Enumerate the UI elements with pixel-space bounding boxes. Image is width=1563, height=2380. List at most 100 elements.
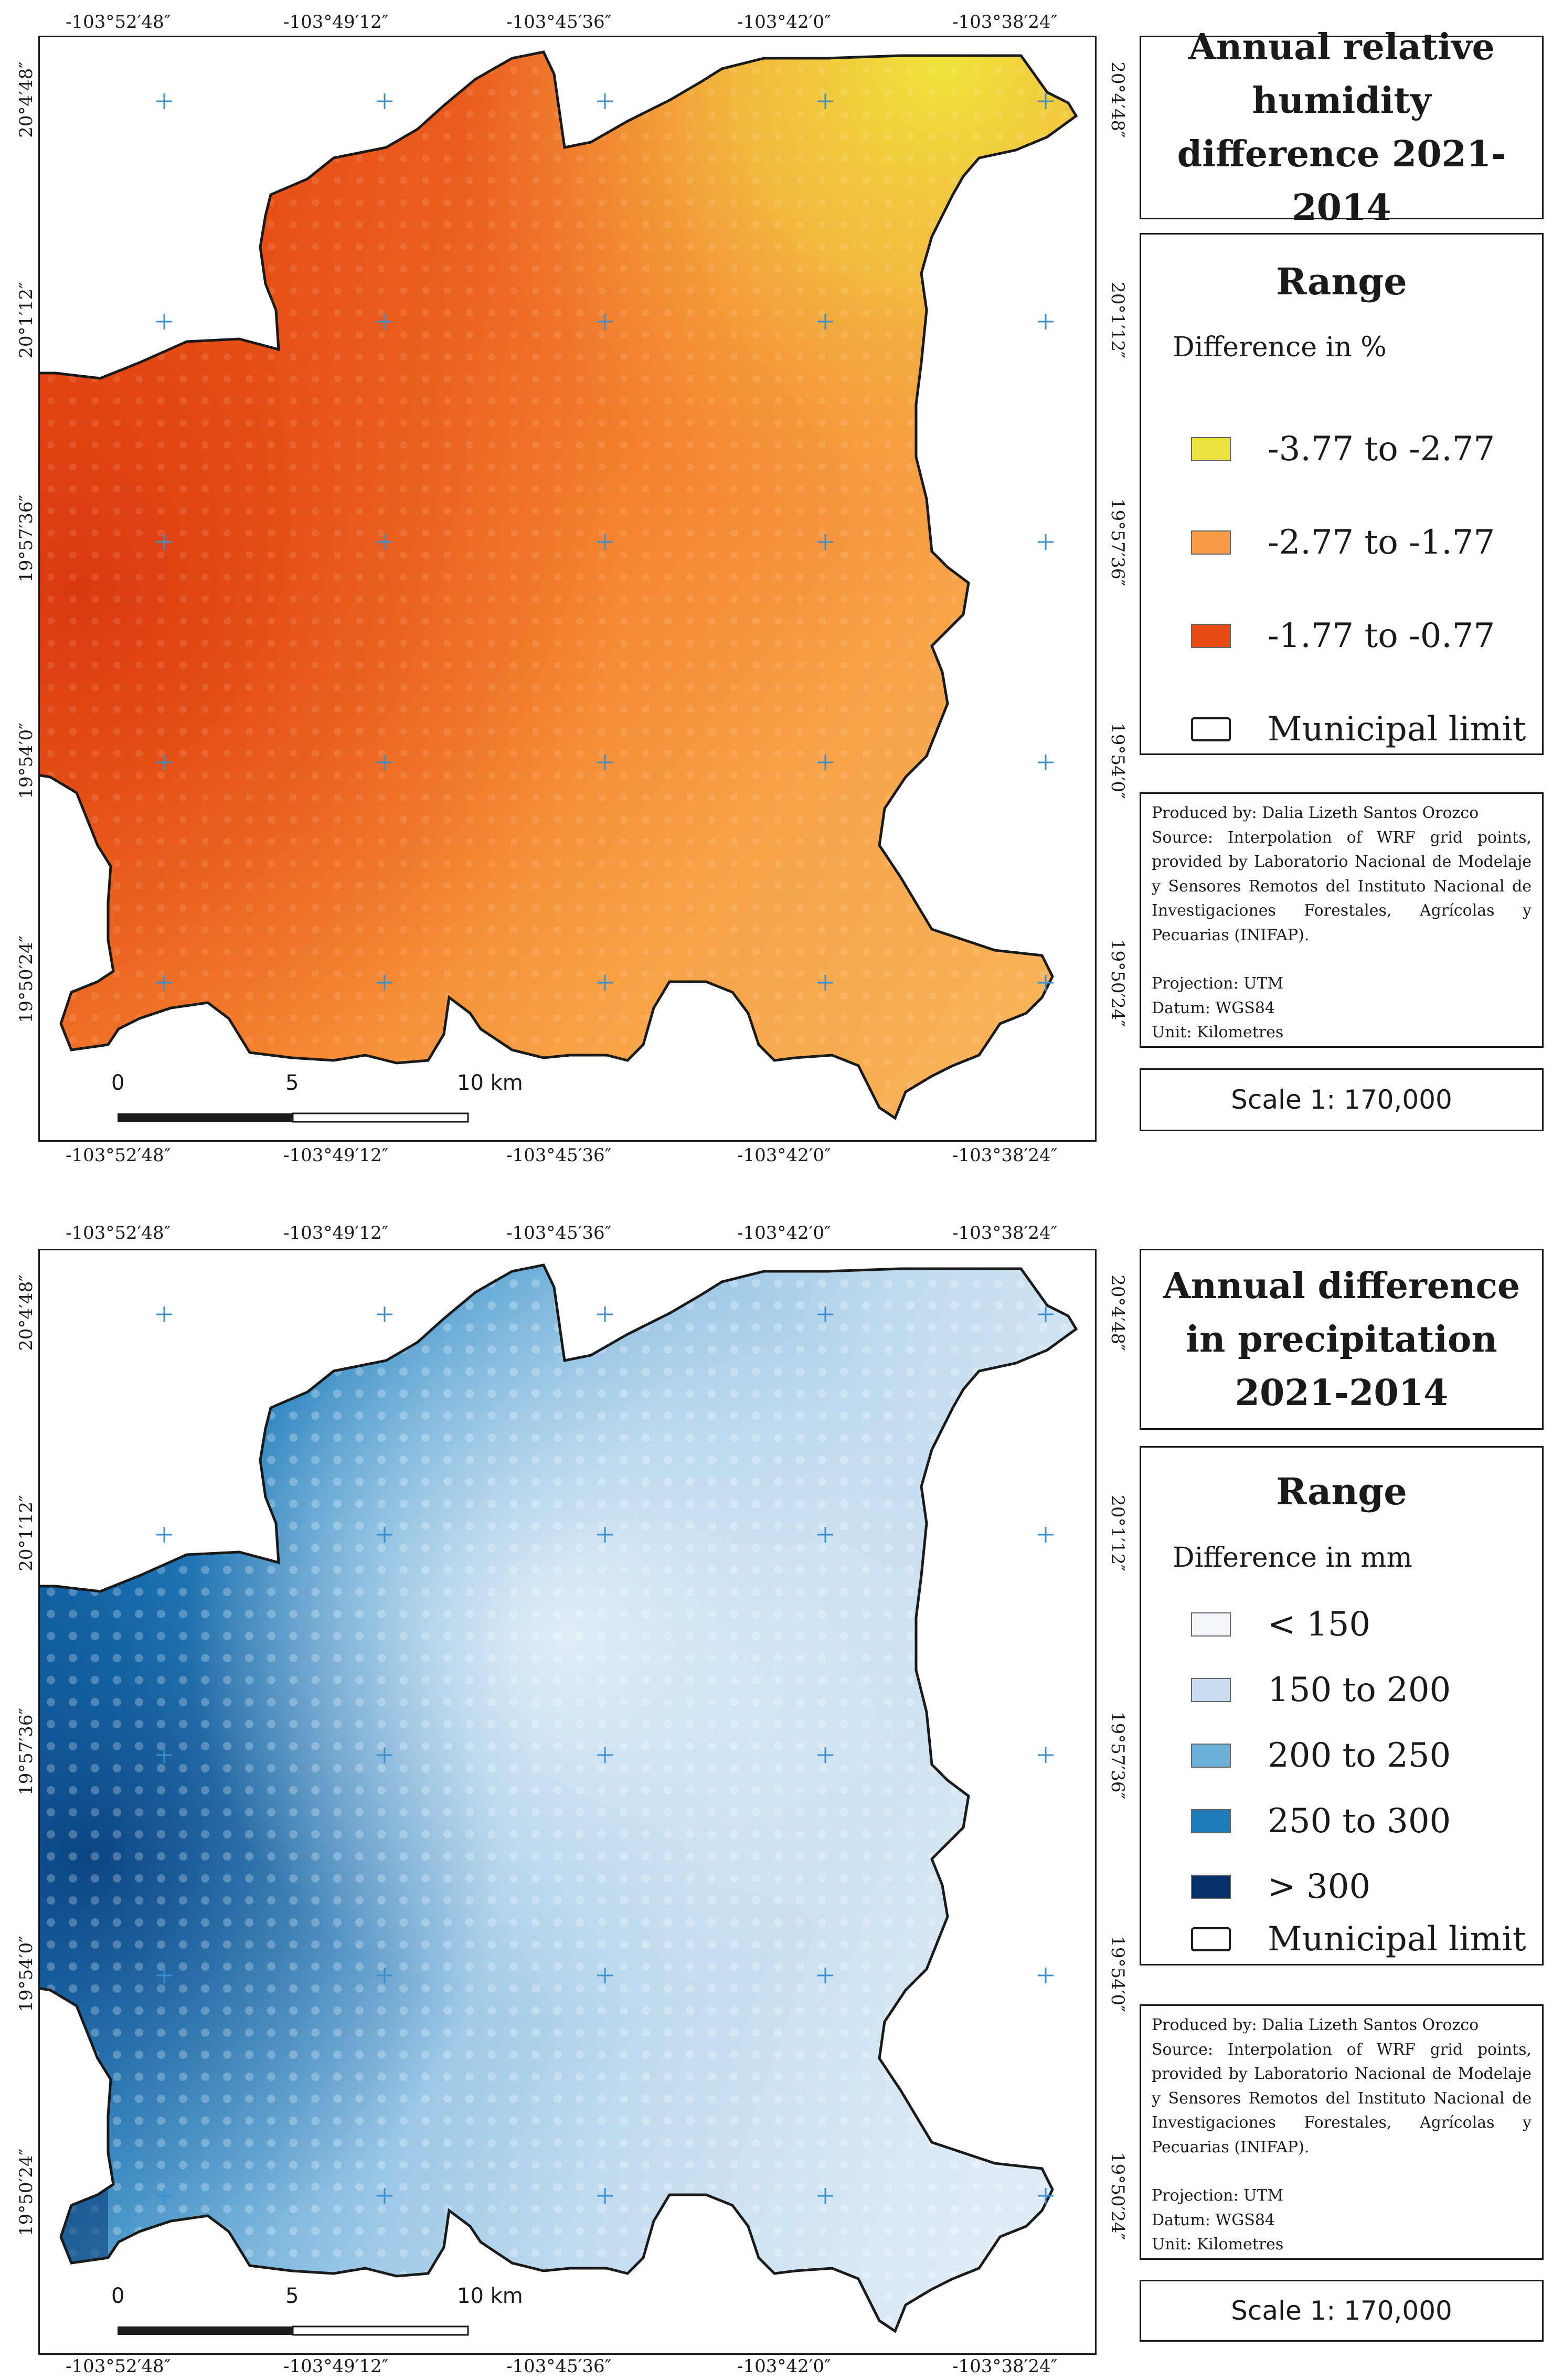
credits-source: Source: Interpolation of WRF grid points… bbox=[1152, 828, 1532, 944]
lon-label: -103°42′0″ bbox=[737, 1145, 831, 1166]
precipitation-credits: Produced by: Dalia Lizeth Santos Orozco … bbox=[1140, 2004, 1544, 2260]
graticule-crosses bbox=[156, 1306, 1054, 2204]
legend-heading: Range bbox=[1276, 260, 1407, 303]
legend-item: > 300 bbox=[1191, 1867, 1370, 1906]
precipitation-scale: Scale 1: 170,000 bbox=[1140, 2280, 1544, 2342]
legend-item: Municipal limit bbox=[1191, 710, 1526, 749]
lon-label: -103°49′12″ bbox=[283, 12, 389, 33]
lon-label: -103°42′0″ bbox=[737, 12, 831, 33]
legend-label: > 300 bbox=[1268, 1867, 1371, 1906]
lon-label: -103°49′12″ bbox=[283, 1145, 389, 1166]
lat-label: 20°1′12″ bbox=[1107, 282, 1128, 358]
graticule-crosses bbox=[156, 93, 1054, 991]
lat-label: 20°1′12″ bbox=[16, 282, 37, 358]
lat-label: 19°54′0″ bbox=[16, 1936, 37, 2012]
credits-produced-by: Produced by: Dalia Lizeth Santos Orozco bbox=[1152, 804, 1479, 822]
lon-label: -103°52′48″ bbox=[66, 1223, 171, 1244]
credits-source: Source: Interpolation of WRF grid points… bbox=[1152, 2040, 1532, 2156]
humidity-map-frame: 0 5 10 km bbox=[38, 36, 1097, 1142]
lat-label: 19°50′24″ bbox=[1107, 2152, 1128, 2240]
lat-label: 20°1′12″ bbox=[1107, 1495, 1128, 1571]
legend-label: -2.77 to -1.77 bbox=[1268, 523, 1495, 562]
lon-label: -103°45′36″ bbox=[506, 2356, 612, 2377]
legend-swatch bbox=[1191, 530, 1231, 555]
legend-item: 250 to 300 bbox=[1191, 1802, 1451, 1841]
lat-label: 19°54′0″ bbox=[1107, 1936, 1128, 2012]
legend-subtitle: Difference in mm bbox=[1173, 1542, 1412, 1574]
lat-label: 19°50′24″ bbox=[16, 935, 37, 1023]
legend-label: 150 to 200 bbox=[1268, 1671, 1451, 1709]
lat-label: 19°57′36″ bbox=[1107, 1712, 1128, 1800]
scale-bar-end: 10 km bbox=[457, 1071, 523, 1095]
credits-produced-by: Produced by: Dalia Lizeth Santos Orozco bbox=[1152, 2016, 1479, 2034]
legend-swatch bbox=[1191, 1612, 1231, 1637]
lon-label: -103°38′24″ bbox=[952, 1145, 1058, 1166]
lat-label: 20°4′48″ bbox=[1107, 61, 1128, 138]
lon-label: -103°42′0″ bbox=[737, 1223, 831, 1244]
scale-bar-zero: 0 bbox=[111, 1071, 125, 1095]
legend-label: < 150 bbox=[1268, 1605, 1371, 1644]
credits-unit: Unit: Kilometres bbox=[1152, 2235, 1284, 2254]
legend-swatch bbox=[1191, 1678, 1231, 1702]
precipitation-map bbox=[40, 1263, 1078, 2336]
legend-label: 250 to 300 bbox=[1268, 1802, 1451, 1841]
legend-subtitle: Difference in % bbox=[1173, 332, 1387, 363]
lon-label: -103°52′48″ bbox=[66, 12, 171, 33]
municipal-limit-swatch bbox=[1191, 717, 1231, 741]
legend-item: -3.77 to -2.77 bbox=[1191, 430, 1495, 469]
humidity-title: Annual relative humidity difference 2021… bbox=[1140, 26, 1544, 229]
lon-label: -103°52′48″ bbox=[66, 1145, 171, 1166]
legend-swatch bbox=[1191, 1809, 1231, 1833]
credits-projection: Projection: UTM bbox=[1152, 2186, 1284, 2205]
legend-label: Municipal limit bbox=[1268, 710, 1526, 749]
precipitation-legend: Range Difference in mm < 150 150 to 200 … bbox=[1140, 1446, 1544, 1965]
legend-item: 200 to 250 bbox=[1191, 1736, 1451, 1775]
lon-label: -103°52′48″ bbox=[66, 2356, 171, 2377]
precipitation-title: Annual difference in precipitation 2021-… bbox=[1140, 1249, 1544, 1430]
legend-swatch bbox=[1191, 624, 1231, 648]
municipal-limit-swatch bbox=[1191, 1927, 1231, 1951]
lat-label: 19°57′36″ bbox=[1107, 498, 1128, 587]
lat-label: 19°57′36″ bbox=[16, 494, 37, 582]
humidity-map bbox=[40, 50, 1078, 1123]
legend-label: -1.77 to -0.77 bbox=[1268, 617, 1495, 655]
legend-label: Municipal limit bbox=[1268, 1920, 1526, 1959]
credits-unit: Unit: Kilometres bbox=[1152, 1023, 1284, 1042]
legend-item: -2.77 to -1.77 bbox=[1191, 523, 1495, 562]
lat-label: 19°57′36″ bbox=[16, 1707, 37, 1795]
legend-label: 200 to 250 bbox=[1268, 1736, 1451, 1775]
legend-swatch bbox=[1191, 1875, 1231, 1899]
lon-label: -103°38′24″ bbox=[952, 1223, 1058, 1244]
lon-label: -103°49′12″ bbox=[283, 1223, 389, 1244]
lat-label: 19°54′0″ bbox=[1107, 722, 1128, 799]
scale-bar-end: 10 km bbox=[457, 2284, 523, 2308]
credits-projection: Projection: UTM bbox=[1152, 974, 1284, 993]
precipitation-map-frame: 0 5 10 km bbox=[38, 1249, 1097, 2355]
lon-label: -103°38′24″ bbox=[952, 2356, 1058, 2377]
legend-swatch bbox=[1191, 1744, 1231, 1768]
scale-bar-mid: 5 bbox=[285, 2284, 299, 2308]
lat-label: 20°1′12″ bbox=[16, 1495, 37, 1571]
lat-label: 20°4′48″ bbox=[16, 1274, 37, 1351]
lat-label: 19°50′24″ bbox=[16, 2148, 37, 2236]
lat-label: 20°4′48″ bbox=[16, 61, 37, 138]
credits-datum: Datum: WGS84 bbox=[1152, 998, 1275, 1017]
lat-label: 20°4′48″ bbox=[1107, 1274, 1128, 1351]
legend-swatch bbox=[1191, 437, 1231, 461]
municipal-boundary bbox=[40, 50, 1078, 1120]
lon-label: -103°45′36″ bbox=[506, 1223, 612, 1244]
humidity-credits: Produced by: Dalia Lizeth Santos Orozco … bbox=[1140, 792, 1544, 1048]
lon-label: -103°38′24″ bbox=[952, 12, 1058, 33]
legend-item: < 150 bbox=[1191, 1605, 1370, 1644]
legend-item: Municipal limit bbox=[1191, 1920, 1526, 1959]
lon-label: -103°45′36″ bbox=[506, 1145, 612, 1166]
credits-datum: Datum: WGS84 bbox=[1152, 2211, 1275, 2229]
legend-item: -1.77 to -0.77 bbox=[1191, 617, 1495, 655]
lon-label: -103°49′12″ bbox=[283, 2356, 389, 2377]
scale-bar-mid: 5 bbox=[285, 1071, 299, 1095]
lat-label: 19°50′24″ bbox=[1107, 939, 1128, 1027]
scale-bar bbox=[118, 2325, 469, 2336]
scale-bar-zero: 0 bbox=[111, 2284, 125, 2308]
legend-label: -3.77 to -2.77 bbox=[1268, 430, 1495, 469]
humidity-legend: Range Difference in % -3.77 to -2.77 -2.… bbox=[1140, 233, 1544, 755]
